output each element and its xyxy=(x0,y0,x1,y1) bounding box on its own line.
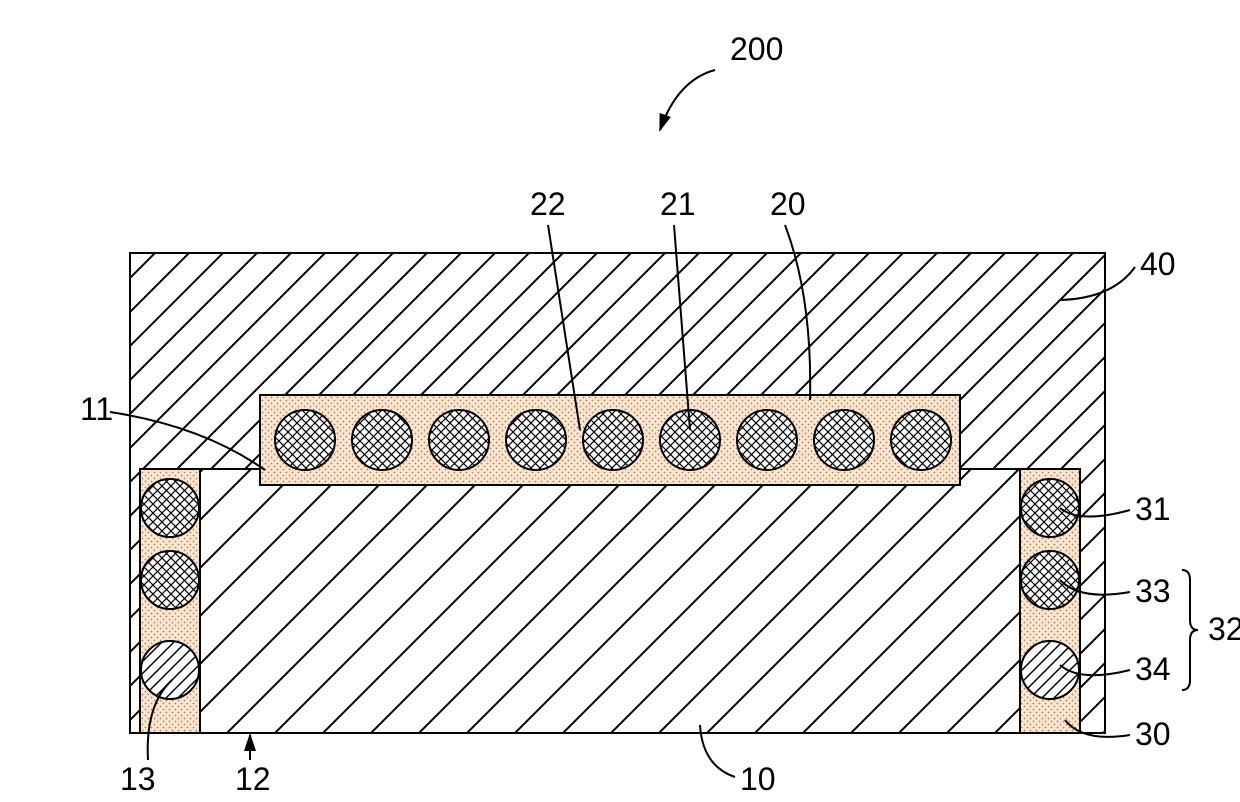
left-circle-2 xyxy=(141,641,199,699)
left-circle-0 xyxy=(141,479,199,537)
top-circle-1 xyxy=(352,410,412,470)
label-34: 34 xyxy=(1135,651,1171,687)
bracket-32 xyxy=(1182,570,1198,690)
label-33: 33 xyxy=(1135,573,1171,609)
top-circle-7 xyxy=(814,410,874,470)
top-circle-6 xyxy=(737,410,797,470)
label-11: 11 xyxy=(80,391,113,427)
drawing-root: 200 40 20 21 22 11 31 33 34 30 10 12 13 32 xyxy=(80,31,1240,797)
label-21: 21 xyxy=(660,186,696,222)
top-circle-4 xyxy=(583,410,643,470)
title-label: 200 xyxy=(730,31,783,67)
left-circle-1 xyxy=(141,551,199,609)
label-12: 12 xyxy=(235,761,271,797)
right-circle-0 xyxy=(1021,479,1079,537)
top-circle-8 xyxy=(891,410,951,470)
label-40: 40 xyxy=(1140,246,1176,282)
label-30: 30 xyxy=(1135,716,1171,752)
label-31: 31 xyxy=(1135,491,1171,527)
right-circle-2 xyxy=(1021,641,1079,699)
right-circle-1 xyxy=(1021,551,1079,609)
label-10: 10 xyxy=(740,761,776,797)
top-circle-3 xyxy=(506,410,566,470)
title-arrow xyxy=(660,70,715,130)
diagram-canvas: 200 40 20 21 22 11 31 33 34 30 10 12 13 32 xyxy=(0,0,1240,802)
label-20: 20 xyxy=(770,186,806,222)
chip-body-10 xyxy=(200,469,1020,733)
top-circle-0 xyxy=(275,410,335,470)
label-32: 32 xyxy=(1208,611,1240,647)
label-22: 22 xyxy=(530,186,566,222)
top-circle-2 xyxy=(429,410,489,470)
label-13: 13 xyxy=(120,761,156,797)
